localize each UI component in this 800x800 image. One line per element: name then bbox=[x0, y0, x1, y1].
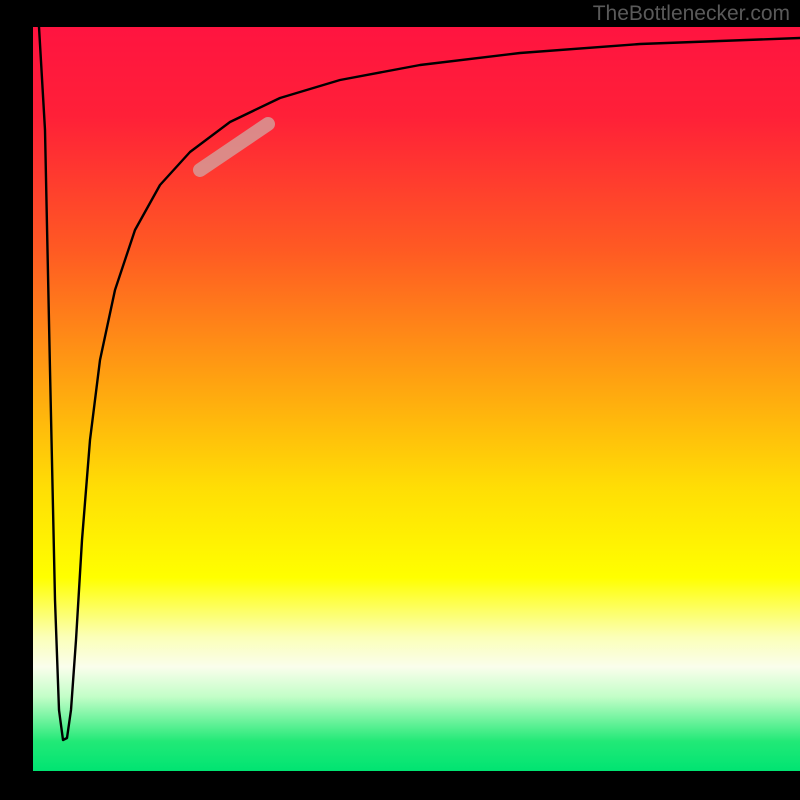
bottleneck-chart bbox=[0, 0, 800, 800]
chart-container: TheBottlenecker.com bbox=[0, 0, 800, 800]
gradient-background bbox=[33, 27, 800, 771]
watermark-text: TheBottlenecker.com bbox=[593, 2, 790, 26]
